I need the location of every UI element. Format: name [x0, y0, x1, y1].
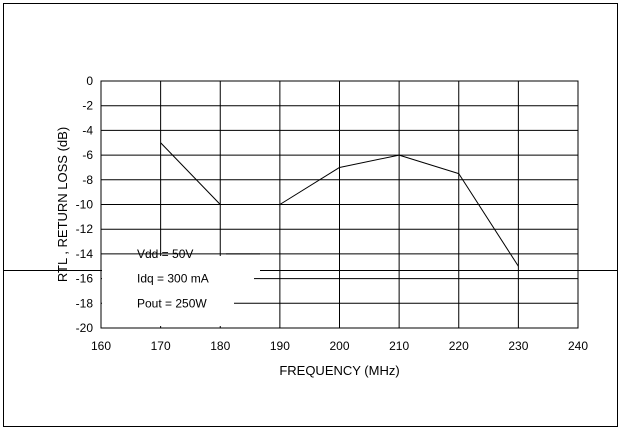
y-tick-label: 0 [86, 74, 93, 88]
x-tick-labels: 160 170 180 190 200 210 220 230 240 [91, 339, 588, 353]
y-tick-label: -16 [76, 272, 94, 286]
conditions-annotation: Vdd = 50V Idq = 300 mA Pout = 250W [137, 247, 209, 310]
y-tick-label: -18 [76, 296, 94, 310]
y-tick-label: -20 [76, 321, 94, 335]
y-tick-label: -4 [82, 123, 93, 137]
series-segment [339, 154, 400, 168]
series-lines [160, 142, 519, 267]
series-segment [160, 142, 221, 205]
y-tick-label: -10 [76, 198, 94, 212]
x-tick-label: 170 [151, 339, 171, 353]
y-tick-label: -8 [82, 173, 93, 187]
x-tick-label: 160 [91, 339, 111, 353]
plot-border [100, 80, 579, 329]
x-tick-label: 230 [508, 339, 528, 353]
x-tick-label: 240 [568, 339, 588, 353]
y-axis-label: RTL , RETURN LOSS (dB) [55, 127, 70, 282]
x-tick-label: 200 [329, 339, 349, 353]
series-segment [458, 173, 519, 267]
series-segment [279, 167, 340, 205]
chart-panel [3, 3, 618, 271]
y-tick-label: -2 [82, 99, 93, 113]
figure-frame [3, 3, 618, 427]
y-tick-label: -12 [76, 222, 94, 236]
y-tick-label: -6 [82, 148, 93, 162]
x-tick-label: 220 [449, 339, 469, 353]
grid-lines [100, 80, 579, 329]
y-tick-labels: 0 -2 -4 -6 -8 -10 -12 -14 -16 -18 -20 [76, 74, 94, 335]
y-tick-label: -14 [76, 247, 94, 261]
series-segment [398, 154, 459, 175]
annotation-box [102, 256, 260, 326]
x-tick-label: 180 [210, 339, 230, 353]
x-tick-label: 190 [270, 339, 290, 353]
x-axis-label: FREQUENCY (MHz) [279, 363, 399, 378]
x-tick-label: 210 [389, 339, 409, 353]
annotation-line: Vdd = 50V [137, 247, 193, 261]
annotation-line: Idq = 300 mA [137, 272, 209, 286]
annotation-line: Pout = 250W [137, 296, 207, 310]
